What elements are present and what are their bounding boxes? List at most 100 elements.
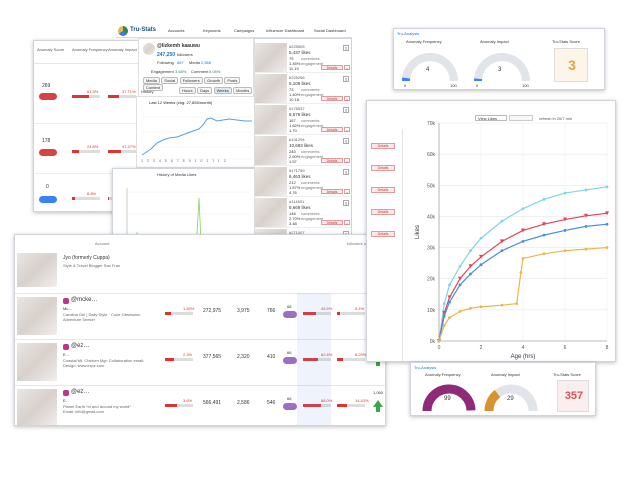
gauge-max: 100 [522, 83, 529, 88]
share-icon[interactable]: ⇪ [343, 76, 349, 82]
score-pill [283, 403, 297, 410]
external-link-icon[interactable]: > [344, 96, 350, 102]
details-button[interactable]: Details [371, 231, 395, 237]
tab-days[interactable]: Days [197, 87, 213, 94]
details-button[interactable]: Details [371, 165, 395, 171]
data-point [521, 239, 525, 243]
y-axis-label: Likes [415, 225, 421, 239]
tab-followers[interactable]: Followers [179, 77, 203, 84]
account-bio-extra: Design: www.ezpz.com [63, 363, 105, 368]
nav-accounts[interactable]: Accounts [168, 28, 185, 33]
tab-content[interactable]: Content [143, 84, 164, 91]
tab-months[interactable]: Months [233, 87, 253, 94]
share-icon[interactable]: ⇪ [343, 200, 349, 206]
tab-posts[interactable]: Posts [224, 77, 241, 84]
share-icon[interactable]: ⇪ [343, 45, 349, 51]
media-comments-label: comments [301, 211, 320, 216]
anomaly-impact-header[interactable]: Anomaly Impact [108, 47, 137, 52]
nav-keywords[interactable]: Keywords [203, 28, 221, 33]
share-icon[interactable]: ⇪ [343, 107, 349, 113]
nav-campaigns[interactable]: Campaigns [234, 28, 255, 33]
account-column-header[interactable]: Account [95, 241, 110, 246]
external-link-icon[interactable]: > [344, 127, 350, 133]
share-icon[interactable]: ⇪ [343, 138, 349, 144]
media-likes: 5,109 likes [289, 81, 311, 86]
account-thumbnail[interactable] [17, 389, 57, 425]
frequency-bar [303, 358, 331, 361]
tab-growth[interactable]: Growth [204, 77, 224, 84]
details-button[interactable]: Details [321, 158, 343, 163]
nav-social-dashboard[interactable]: Social Dashboard [314, 28, 346, 33]
data-point [437, 339, 441, 343]
details-button[interactable]: Details [321, 189, 343, 194]
y-tick-label: 20k [427, 277, 436, 283]
score-pill [283, 357, 297, 364]
media-sub: 10.18 [289, 97, 300, 102]
tab-social[interactable]: Social [161, 77, 179, 84]
profile-name[interactable]: @lizkemh kaauwu [157, 43, 200, 49]
tab-hours[interactable]: Hours [179, 87, 196, 94]
account-thumbnail[interactable] [17, 297, 57, 335]
share-icon[interactable]: ⇪ [343, 169, 349, 175]
details-button[interactable]: Details [321, 96, 343, 101]
external-link-icon[interactable]: > [344, 65, 350, 71]
media-thumbnail[interactable] [255, 136, 287, 165]
weekly-growth-line [141, 117, 252, 156]
frequency-value: 24.8% [87, 144, 99, 149]
data-point [469, 306, 472, 310]
anomaly-score-value: 0 [46, 184, 49, 190]
account-thumbnail[interactable] [17, 343, 57, 381]
details-button[interactable]: Details [371, 143, 395, 149]
data-point [515, 302, 519, 306]
data-point [500, 249, 504, 253]
details-button[interactable]: Details [321, 65, 343, 70]
media-thumbnail[interactable] [255, 167, 287, 196]
account-handle[interactable]: @mcke… [71, 297, 98, 303]
external-link-icon[interactable]: > [344, 158, 350, 164]
impact-value: 14.43% [355, 398, 369, 403]
view-likes-select[interactable]: View Likes [475, 115, 507, 121]
external-link-icon[interactable]: > [344, 220, 350, 226]
anomaly-score-header[interactable]: Anomaly Score [37, 47, 65, 52]
nav-influencer-dashboard[interactable]: Influencer Dashboard [266, 28, 305, 33]
y-tick-label: 70k [427, 121, 436, 127]
profile-followers: 247,250 [157, 52, 176, 58]
tru-stats-score-value: 3 [568, 57, 576, 73]
anomaly-frequency-header[interactable]: Anomaly Frequency [72, 47, 108, 52]
details-button[interactable]: Details [321, 127, 343, 132]
likes-chart-panel: View Likes refresh in 20/7 min Details De… [366, 100, 616, 362]
y-tick-label: 40k [427, 214, 436, 220]
account-name[interactable]: Jyo (formerly Cuppa) [63, 255, 110, 261]
score-value: 66 [287, 304, 292, 309]
score-pill [283, 311, 297, 318]
score-value: 66 [287, 350, 292, 355]
paging-buttons[interactable] [509, 115, 533, 121]
media-thumbnail[interactable] [255, 105, 287, 134]
media-thumbnail[interactable] [255, 43, 287, 72]
media-thumbnail[interactable] [255, 74, 287, 103]
media-thumbnail[interactable] [255, 198, 287, 227]
details-button[interactable]: Details [371, 209, 395, 215]
impact-bar [337, 358, 365, 361]
logo-text[interactable]: Tru-Stats [130, 27, 157, 33]
data-point [458, 276, 462, 281]
data-point [468, 264, 473, 269]
tru-stats-logo[interactable] [118, 26, 128, 36]
data-point [448, 283, 451, 287]
account-handle[interactable]: @ez… [71, 343, 90, 349]
details-button[interactable]: Details [371, 187, 395, 193]
external-link-icon[interactable]: > [344, 189, 350, 195]
media-engagement: 1.62% [289, 123, 301, 128]
details-button[interactable]: Details [321, 220, 343, 225]
account-handle[interactable]: @ez… [71, 389, 90, 395]
tab-media[interactable]: Media [143, 77, 160, 84]
frequency-bar [72, 95, 100, 98]
media-comments: 148 [289, 211, 296, 216]
media-engagement-label: engagement [301, 61, 324, 66]
likes-line-chart: 0k 10k 20k 30k 40k 50k 60k 70k 0 2 4 6 8 Age (hrs) Lik… [415, 121, 609, 360]
tab-weeks[interactable]: Weeks [213, 87, 232, 94]
data-point [563, 249, 567, 253]
followers-label: followers [177, 52, 193, 57]
weekly-chart-title: Last 12 Weeks (chg: 27,855/month) [149, 100, 213, 105]
data-point [458, 283, 462, 287]
